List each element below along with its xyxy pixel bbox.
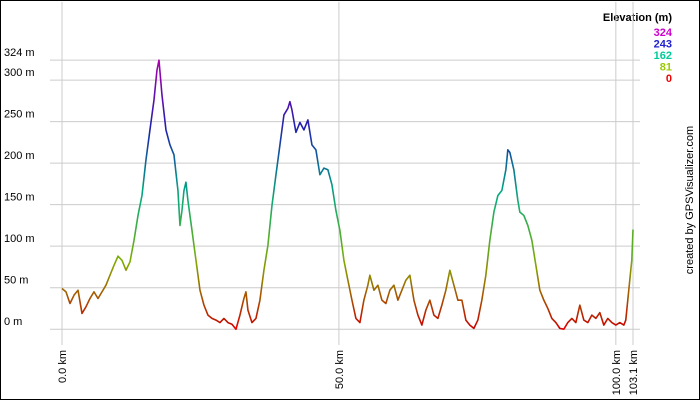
legend-value: 324 <box>654 27 673 39</box>
y-tick-label: 0 m <box>4 316 22 328</box>
legend-value: 162 <box>654 50 672 62</box>
legend-value: 81 <box>660 62 672 74</box>
y-tick-label: 100 m <box>4 233 35 245</box>
x-tick-label: 103.1 km <box>628 350 640 395</box>
y-tick-label: 150 m <box>4 192 35 204</box>
credit: created by GPSVisualizer.com <box>684 126 696 274</box>
x-tick-label: 100.0 km <box>611 350 623 395</box>
legend-value: 243 <box>654 39 672 51</box>
x-tick-label: 50.0 km <box>334 350 346 389</box>
y-tick-label: 250 m <box>4 109 35 121</box>
y-tick-label: 50 m <box>4 275 28 287</box>
elevation-line <box>61 59 634 331</box>
y-tick-label: 200 m <box>4 150 35 162</box>
y-tick-label: 300 m <box>4 67 35 79</box>
legend-title: Elevation (m) <box>603 12 672 24</box>
x-tick-label: 0.0 km <box>57 350 69 383</box>
legend-value: 0 <box>666 73 672 85</box>
y-tick-label: 324 m <box>4 47 35 59</box>
